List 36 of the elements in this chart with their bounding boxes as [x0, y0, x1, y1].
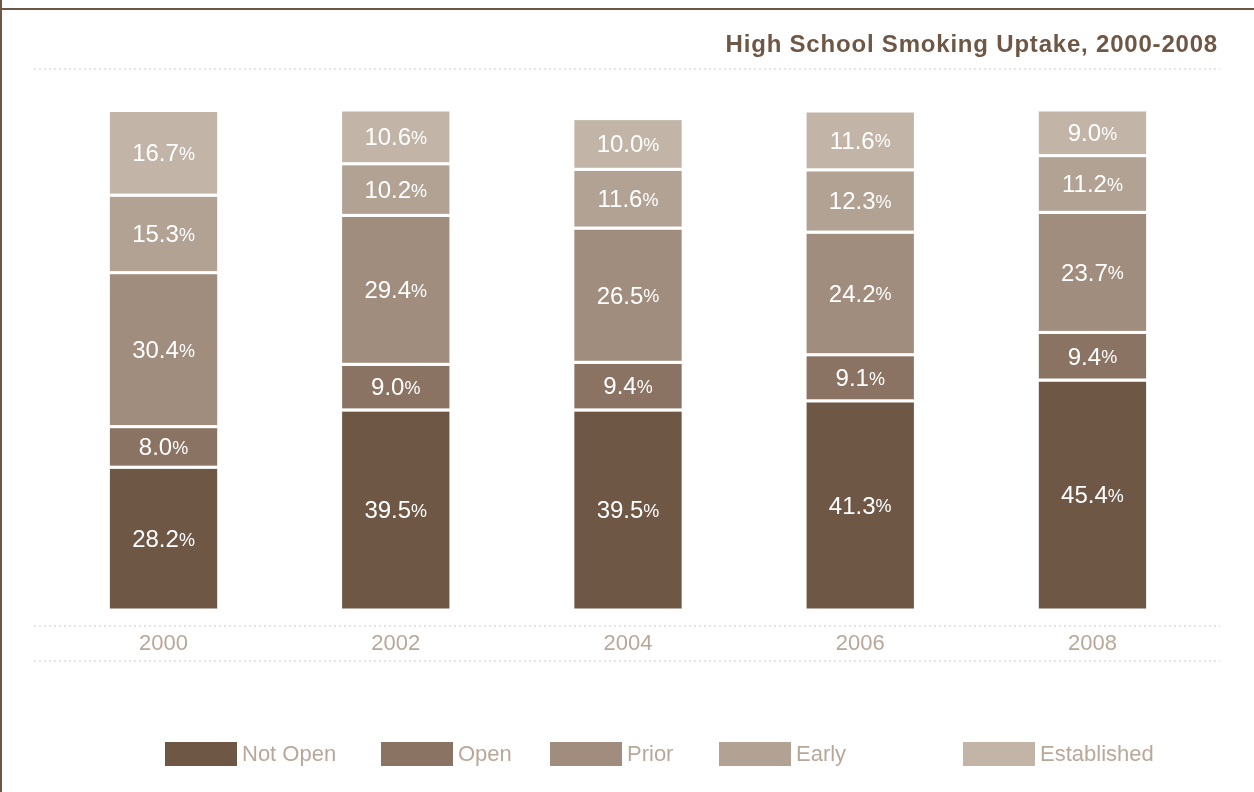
data-label: 39.5%	[596, 496, 660, 524]
data-label: 26.5%	[596, 281, 660, 309]
data-label: 41.3%	[828, 491, 892, 519]
data-label: 11.6%	[597, 185, 659, 212]
x-tick-label: 2008	[1067, 629, 1117, 655]
chart-title: High School Smoking Uptake, 2000-2008	[725, 30, 1218, 58]
data-label: 10.2%	[364, 175, 428, 203]
data-label: 39.5%	[364, 496, 428, 524]
data-label: 10.6%	[364, 123, 428, 151]
legend-label: Established	[1040, 740, 1154, 766]
legend-label: Early	[796, 740, 847, 766]
data-label: 23.7%	[1061, 258, 1124, 286]
data-label: 9.1%	[835, 364, 885, 392]
data-label: 9.4%	[1067, 342, 1118, 370]
data-label: 24.2%	[828, 279, 892, 307]
x-tick-label: 2002	[371, 629, 421, 655]
data-label: 9.0%	[1067, 119, 1118, 147]
legend-label: Open	[458, 740, 512, 766]
data-label: 29.4%	[364, 276, 428, 304]
x-tick-label: 2000	[139, 629, 189, 655]
data-label: 8.0%	[138, 433, 189, 461]
data-label: 28.2%	[132, 524, 195, 552]
data-label: 10.0%	[596, 130, 660, 158]
data-label: 9.0%	[371, 373, 421, 401]
x-tick-label: 2004	[603, 629, 653, 655]
data-label: 16.7%	[132, 139, 195, 167]
data-label: 9.4%	[603, 372, 653, 400]
data-label: 11.6%	[829, 126, 891, 154]
legend-label: Prior	[627, 740, 674, 766]
legend-label: Not Open	[242, 740, 337, 766]
data-label: 15.3%	[132, 220, 195, 248]
x-tick-label: 2006	[835, 629, 885, 655]
data-label: 45.4%	[1061, 481, 1124, 509]
data-label: 30.4%	[132, 335, 195, 363]
data-label: 11.2%	[1061, 170, 1123, 198]
data-label: 12.3%	[828, 187, 892, 215]
